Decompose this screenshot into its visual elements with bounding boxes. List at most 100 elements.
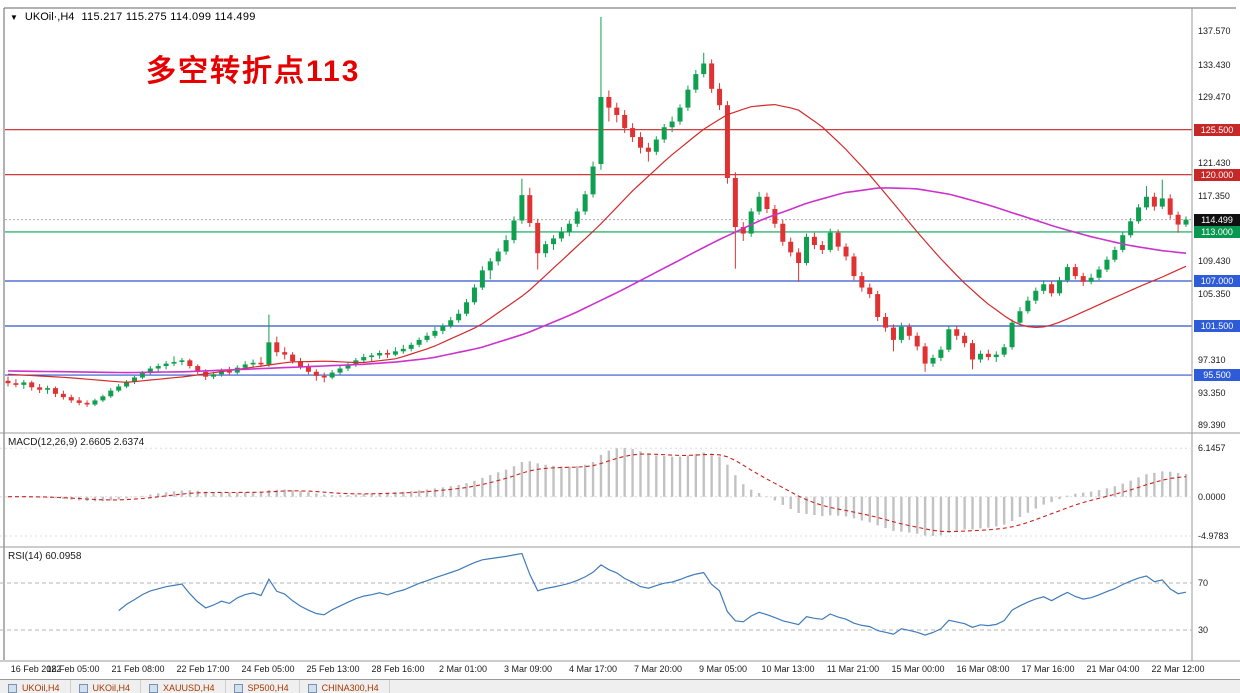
candle-body xyxy=(1104,259,1110,270)
price-level-badge: 114.499 xyxy=(1194,213,1240,226)
chart-tab[interactable]: SP500,H4 xyxy=(226,680,300,693)
macd-histogram-bar xyxy=(868,496,871,523)
time-axis-label: 16 Feb 2022 xyxy=(10,664,62,674)
candle-body xyxy=(448,320,454,326)
candle-body xyxy=(1183,219,1189,225)
candle-body xyxy=(1001,347,1007,355)
candle-body xyxy=(606,96,612,108)
candle-body xyxy=(298,361,304,367)
candle-body xyxy=(890,327,896,340)
ma-slow-magenta xyxy=(7,187,1187,374)
candle-body xyxy=(250,362,256,365)
candle-body xyxy=(282,352,288,355)
candle-body xyxy=(408,344,414,349)
candle-body xyxy=(131,377,137,382)
macd-histogram-bar xyxy=(354,494,358,497)
candle-body xyxy=(384,352,390,355)
macd-histogram-bar xyxy=(734,475,737,497)
candle-body xyxy=(345,364,351,369)
rsi-label: RSI(14) 60.0958 xyxy=(8,551,82,562)
rsi-line xyxy=(118,552,1187,636)
chart-header: ▼ UKOil·,H4 115.217 115.275 114.099 114.… xyxy=(10,11,256,23)
chart-tab[interactable]: CHINA300,H4 xyxy=(300,680,390,693)
macd-histogram-bar xyxy=(1089,491,1093,497)
macd-histogram-bar xyxy=(1184,474,1188,497)
candle-body xyxy=(305,366,311,372)
macd-histogram-bar xyxy=(212,492,215,497)
time-axis-label: 7 Mar 20:00 xyxy=(633,664,683,674)
candle-body xyxy=(116,386,122,391)
candle-body xyxy=(400,348,406,352)
macd-histogram-bar xyxy=(291,490,294,497)
macd-histogram-bar xyxy=(773,496,777,501)
chart-tab[interactable]: UKOil,H4 xyxy=(0,680,71,693)
macd-histogram-bar xyxy=(307,492,310,497)
macd-histogram-bar xyxy=(789,496,792,510)
candle-body xyxy=(827,232,833,250)
macd-histogram-bar xyxy=(362,494,365,497)
macd-histogram-bar xyxy=(243,492,247,497)
price-tick-label: 137.570 xyxy=(1198,26,1231,36)
candle-body xyxy=(1017,311,1023,323)
macd-histogram-bar xyxy=(1105,488,1109,497)
candle-body xyxy=(464,302,470,314)
macd-histogram-bar xyxy=(394,492,397,497)
macd-histogram-bar xyxy=(267,490,271,497)
price-tick-label: 117.350 xyxy=(1198,191,1230,202)
macd-histogram-bar xyxy=(481,477,484,497)
candle-body xyxy=(804,236,810,264)
macd-histogram-bar xyxy=(125,496,128,499)
price-tick-label: 109.430 xyxy=(1198,256,1231,267)
macd-histogram-bar xyxy=(449,486,452,497)
candle-body xyxy=(52,388,58,394)
macd-histogram-bar xyxy=(228,492,231,497)
candle-body xyxy=(811,236,817,246)
macd-histogram-bar xyxy=(1018,496,1022,517)
macd-histogram-bar xyxy=(1113,486,1117,497)
candle-body xyxy=(685,89,691,108)
macd-histogram-bar xyxy=(955,496,958,531)
macd-histogram-bar xyxy=(639,451,642,497)
time-axis-label: 24 Feb 05:00 xyxy=(241,664,295,674)
candle-body xyxy=(503,240,509,252)
candle-body xyxy=(898,326,904,340)
macd-histogram-bar xyxy=(315,493,318,497)
candle-body xyxy=(653,139,659,152)
candle-body xyxy=(527,195,533,223)
macd-histogram-bar xyxy=(591,461,595,497)
candle-body xyxy=(242,364,248,368)
price-tick-label: 97.310 xyxy=(1198,355,1226,366)
macd-histogram-bar xyxy=(726,464,729,497)
macd-histogram-bar xyxy=(860,496,864,521)
collapse-arrow-icon[interactable]: ▼ xyxy=(10,12,18,22)
chart-tab-label: CHINA300,H4 xyxy=(321,683,379,693)
candle-body xyxy=(938,349,944,358)
macd-histogram-bar xyxy=(1168,471,1172,497)
price-level-badge: 125.500 xyxy=(1194,123,1240,136)
candle-body xyxy=(92,400,98,405)
rsi-axis-label: 70 xyxy=(1198,578,1209,588)
candle-body xyxy=(266,342,272,365)
chart-tab[interactable]: UKOil,H4 xyxy=(71,680,142,693)
candle-body xyxy=(645,147,651,152)
candle-body xyxy=(977,353,983,360)
macd-histogram-bar xyxy=(583,464,587,497)
macd-histogram-bar xyxy=(101,496,105,502)
macd-histogram-bar xyxy=(892,496,895,531)
chart-tab[interactable]: XAUUSD,H4 xyxy=(141,680,226,693)
candle-body xyxy=(819,245,825,250)
candle-body xyxy=(582,194,588,212)
macd-histogram-bar xyxy=(876,496,879,526)
candle-body xyxy=(471,287,477,303)
macd-histogram-bar xyxy=(141,495,144,497)
candle-body xyxy=(780,223,786,242)
candle-body xyxy=(985,353,991,358)
macd-histogram-bar xyxy=(46,496,49,498)
candle-body xyxy=(962,335,968,344)
macd-histogram-bar xyxy=(402,491,405,497)
candle-body xyxy=(108,390,114,397)
macd-histogram-bar xyxy=(1010,496,1014,521)
macd-histogram-bar xyxy=(615,448,618,497)
candle-body xyxy=(163,363,169,367)
